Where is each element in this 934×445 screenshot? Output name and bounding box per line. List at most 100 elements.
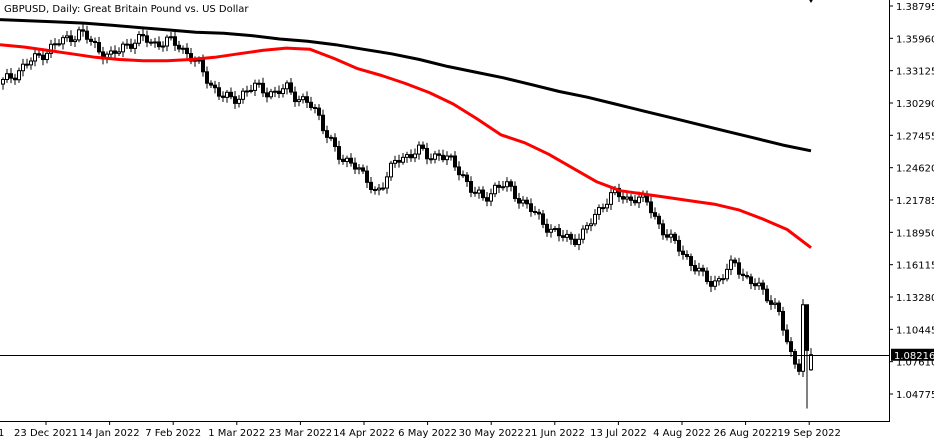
candle-body (189, 53, 193, 62)
x-tick-label: 23 Dec 2021 (14, 428, 78, 439)
candle-body (165, 36, 169, 47)
x-tick-label: 6 May 2022 (398, 428, 457, 439)
candle-body (153, 41, 157, 44)
candle-body (589, 223, 593, 227)
candle-body (557, 228, 561, 237)
candle-body (737, 262, 741, 275)
candle-body (201, 59, 205, 73)
candle-body (329, 136, 333, 139)
current-price-label-bg (891, 348, 934, 361)
candle-body (437, 153, 441, 156)
y-tick-label: 1.07610 (896, 358, 934, 369)
y-tick-label: 1.33125 (896, 67, 934, 78)
candle-body (305, 96, 309, 103)
candle-body (77, 29, 81, 41)
candle-body (129, 43, 133, 49)
candle-body (773, 302, 777, 305)
x-tick-label: 13 Jul 2022 (590, 428, 647, 439)
candle-body (345, 157, 349, 162)
candle-body (41, 54, 45, 61)
candle-body (161, 45, 165, 48)
candle-body (49, 43, 53, 54)
candle-body (233, 96, 237, 104)
y-tick-label: 1.10445 (896, 325, 934, 336)
candle-body (809, 354, 813, 371)
y-tick-label: 1.30290 (896, 99, 934, 110)
candle-body (169, 36, 173, 39)
candle-body (361, 167, 365, 172)
y-tick-label: 1.18950 (896, 228, 934, 239)
candle-body (341, 158, 345, 162)
candle-body (325, 130, 329, 138)
candle-body (137, 34, 141, 44)
candle-body (321, 114, 325, 132)
candle-body (353, 162, 357, 170)
candle-body (213, 84, 217, 89)
candle-body (1, 79, 5, 85)
x-tick-label: 19 Sep 2022 (778, 428, 841, 439)
candle-body (277, 90, 281, 95)
candle-body (721, 278, 725, 281)
candle-body (637, 196, 641, 204)
candle-body (453, 155, 457, 168)
candle-body (549, 228, 553, 233)
candle-body (733, 259, 737, 264)
candle-body (757, 282, 761, 287)
candle-body (561, 235, 565, 238)
candle-body (525, 199, 529, 205)
candle-body (801, 304, 805, 372)
candle-body (37, 53, 41, 56)
candle-body (5, 73, 9, 81)
candle-body (513, 185, 517, 200)
y-tick-label: 1.04775 (896, 390, 934, 401)
candle-body (17, 70, 21, 81)
y-tick-label: 1.13280 (896, 293, 934, 304)
candle-body (741, 273, 745, 277)
candle-body (713, 280, 717, 287)
candle-body (229, 91, 233, 98)
candle-body (365, 170, 369, 183)
x-tick-label: 1 Mar 2022 (208, 428, 265, 439)
candle-body (333, 137, 337, 148)
candle-body (241, 90, 245, 100)
candle-body (753, 283, 757, 287)
candle-body (125, 43, 129, 46)
candle-body (581, 228, 585, 240)
candle-body (689, 256, 693, 266)
candle-body (653, 212, 657, 217)
candle-body (521, 199, 525, 204)
candle-body (53, 43, 57, 46)
ma-fast-line (0, 43, 812, 249)
x-tick-label: 7 Feb 2022 (145, 428, 201, 439)
chart-shift-marker-icon[interactable] (808, 0, 814, 3)
x-tick-label: 26 Aug 2022 (714, 428, 778, 439)
x-tick-label: 14 Apr 2022 (333, 428, 395, 439)
candle-body (85, 30, 89, 40)
candle-body (797, 363, 801, 372)
candle-body (145, 35, 149, 43)
current-price-label-text: 1.08216 (894, 351, 934, 362)
candle-body (577, 238, 581, 246)
candle-body (485, 197, 489, 202)
candle-body (253, 82, 257, 91)
candle-body (217, 87, 221, 97)
candle-body (9, 73, 13, 79)
candle-body (177, 44, 181, 50)
candle-body (357, 167, 361, 170)
candle-body (585, 225, 589, 230)
x-tick-label: 14 Jan 2022 (80, 428, 140, 439)
y-tick-label: 1.21785 (896, 196, 934, 207)
candle-body (405, 154, 409, 158)
candle-body (469, 181, 473, 193)
candle-body (289, 82, 293, 93)
current-price-label: 1.08216 (891, 348, 934, 362)
candle-body (417, 144, 421, 155)
candle-body (657, 215, 661, 225)
candle-body (697, 267, 701, 272)
chart-title: GBPUSD, Daily: Great Britain Pound vs. U… (4, 4, 249, 15)
candle-body (33, 53, 37, 62)
candle-body (569, 233, 573, 240)
candle-body (81, 29, 85, 32)
